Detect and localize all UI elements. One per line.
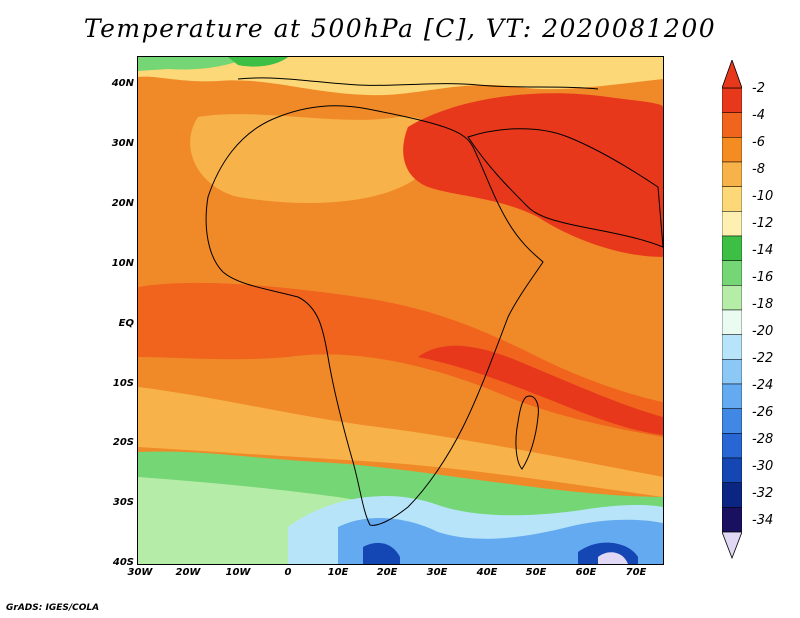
lon-label-10w: 10W: [225, 567, 251, 578]
colorbar-label-m14: -14: [752, 243, 774, 258]
colorbar-label-m24: -24: [752, 378, 774, 393]
field-cold-core-west: [363, 542, 400, 564]
lat-label-20n: 20N: [111, 198, 134, 209]
field-north-green-patch: [228, 57, 288, 67]
colorbar-label-m28: -28: [752, 432, 774, 447]
colorbar-label-m22: -22: [752, 351, 774, 366]
colorbar-segment: [722, 507, 742, 533]
colorbar-segment: [722, 87, 742, 113]
colorbar-segment: [722, 235, 742, 261]
field-southeast-hot: [418, 345, 663, 435]
colorbar-segment: [722, 186, 742, 212]
field-south-orange: [138, 387, 663, 497]
colorbar-segment: [722, 334, 742, 360]
colorbar-segment: [722, 260, 742, 286]
field-north-cool: [138, 57, 663, 96]
lon-label-30e: 30E: [426, 567, 448, 578]
lat-label-30n: 30N: [111, 138, 134, 149]
lon-label-60e: 60E: [575, 567, 597, 578]
lon-label-30w: 30W: [127, 567, 153, 578]
colorbar-label-m2: -2: [752, 81, 765, 96]
colorbar-max-arrow: [722, 60, 742, 89]
field-equatorial-band: [138, 282, 663, 437]
lon-label-20e: 20E: [376, 567, 398, 578]
colorbar-label-m6: -6: [752, 135, 765, 150]
europe-coastline: [237, 77, 599, 90]
arabia-outline: [467, 128, 663, 248]
temperature-map: [137, 56, 664, 565]
lon-label-50e: 50E: [525, 567, 547, 578]
lon-label-70e: 70E: [625, 567, 647, 578]
colorbar-label-m4: -4: [752, 108, 765, 123]
lat-label-eq: EQ: [118, 318, 134, 329]
map-title: Temperature at 500hPa [C], VT: 202008120…: [83, 14, 717, 43]
lat-label-10n: 10N: [111, 258, 134, 269]
colorbar-segments: [722, 87, 742, 533]
colorbar-segment: [722, 112, 742, 138]
colorbar-label-m34: -34: [752, 513, 774, 528]
colorbar-segment: [722, 457, 742, 483]
lon-label-40e: 40E: [476, 567, 498, 578]
colorbar-segment: [722, 309, 742, 335]
colorbar-segment: [722, 433, 742, 459]
colorbar-label-m8: -8: [752, 162, 765, 177]
field-arabia-hot: [403, 93, 663, 257]
lat-label-20s: 20S: [112, 437, 134, 448]
madagascar-outline: [515, 395, 539, 470]
colorbar-segment: [722, 161, 742, 187]
colorbar-label-m16: -16: [752, 270, 774, 285]
colorbar-segment: [722, 211, 742, 237]
lat-label-40n: 40N: [111, 78, 134, 89]
colorbar-min-arrow: [722, 531, 742, 560]
temperature-field: [138, 57, 663, 564]
africa-outline: [205, 105, 544, 526]
colorbar: [722, 60, 742, 560]
colorbar-label-m30: -30: [752, 459, 774, 474]
lon-label-20w: 20W: [175, 567, 201, 578]
colorbar-segment: [722, 359, 742, 385]
lon-label-10e: 10E: [327, 567, 349, 578]
lat-label-10s: 10S: [112, 378, 134, 389]
colorbar-label-m32: -32: [752, 486, 774, 501]
colorbar-label-m10: -10: [752, 189, 774, 204]
colorbar-segment: [722, 285, 742, 311]
field-cold-core-east-min: [598, 552, 628, 564]
colorbar-segment: [722, 408, 742, 434]
colorbar-label-m18: -18: [752, 297, 774, 312]
lat-label-30s: 30S: [112, 497, 134, 508]
colorbar-segment: [722, 383, 742, 409]
field-northwest-green: [138, 57, 248, 71]
colorbar-label-m20: -20: [752, 324, 774, 339]
field-sahara: [190, 114, 436, 203]
colorbar-label-m26: -26: [752, 405, 774, 420]
lon-label-0: 0: [284, 567, 292, 578]
colorbar-segment: [722, 137, 742, 163]
colorbar-label-m12: -12: [752, 216, 774, 231]
grads-credit: GrADS: IGES/COLA: [6, 603, 100, 613]
lat-label-40s: 40S: [112, 557, 134, 568]
colorbar-segment: [722, 482, 742, 508]
